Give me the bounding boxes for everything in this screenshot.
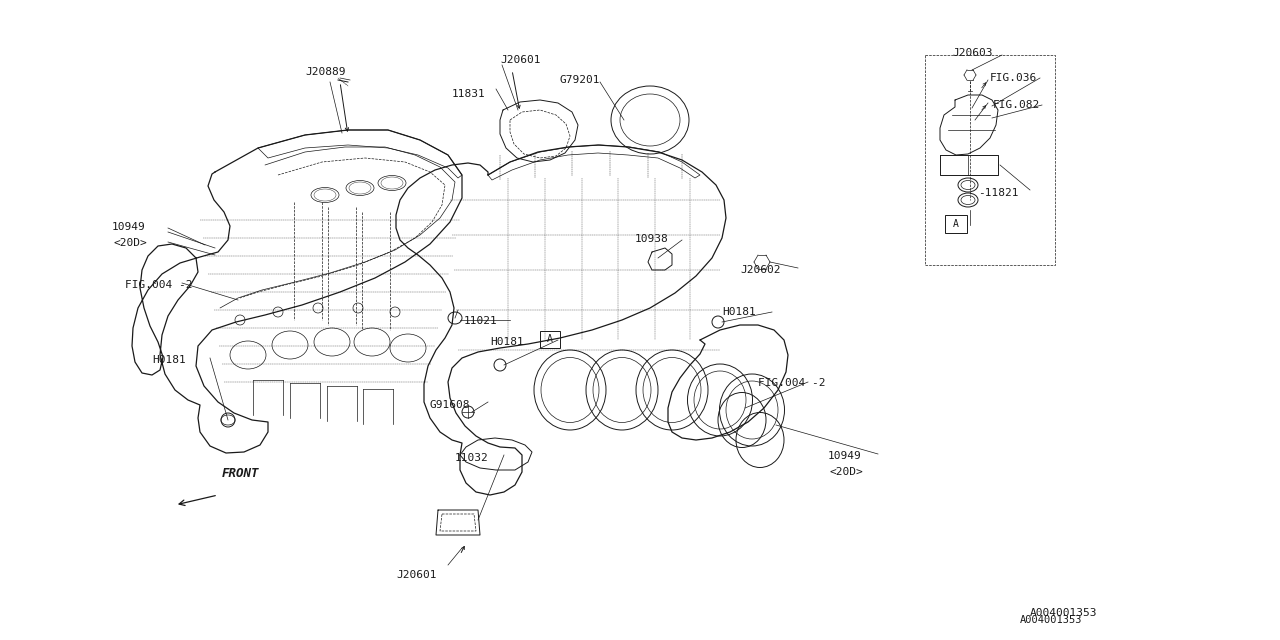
Text: A: A — [954, 219, 959, 229]
Text: J20601: J20601 — [396, 570, 436, 580]
Text: H0181: H0181 — [152, 355, 186, 365]
Bar — [540, 331, 561, 348]
Text: J20603: J20603 — [952, 48, 992, 58]
Text: G91608: G91608 — [430, 400, 471, 410]
Text: G79201: G79201 — [561, 75, 600, 85]
Text: 10938: 10938 — [635, 234, 668, 244]
Text: J20889: J20889 — [305, 67, 346, 77]
Text: J20601: J20601 — [500, 55, 540, 65]
Text: H0181: H0181 — [722, 307, 755, 317]
Bar — [945, 215, 966, 233]
Text: -11821: -11821 — [978, 188, 1019, 198]
Text: <20D>: <20D> — [829, 467, 864, 477]
Text: 11032: 11032 — [454, 453, 489, 463]
Bar — [925, 55, 1055, 265]
Text: FRONT: FRONT — [221, 467, 260, 480]
Text: 11831: 11831 — [452, 89, 485, 99]
Text: 10949: 10949 — [113, 222, 146, 232]
Text: A004001353: A004001353 — [1019, 615, 1082, 625]
Text: A: A — [547, 334, 553, 344]
Text: 10949: 10949 — [828, 451, 861, 461]
Text: <20D>: <20D> — [114, 238, 147, 248]
Text: FIG.004 -2: FIG.004 -2 — [758, 378, 826, 388]
Text: FIG.004 -2: FIG.004 -2 — [125, 280, 192, 290]
Text: A004001353: A004001353 — [1030, 608, 1097, 618]
Text: FIG.082: FIG.082 — [993, 100, 1041, 110]
Text: FIG.036: FIG.036 — [989, 73, 1037, 83]
Text: H0181: H0181 — [490, 337, 524, 347]
Text: J20602: J20602 — [740, 265, 781, 275]
Text: 11021: 11021 — [465, 316, 498, 326]
